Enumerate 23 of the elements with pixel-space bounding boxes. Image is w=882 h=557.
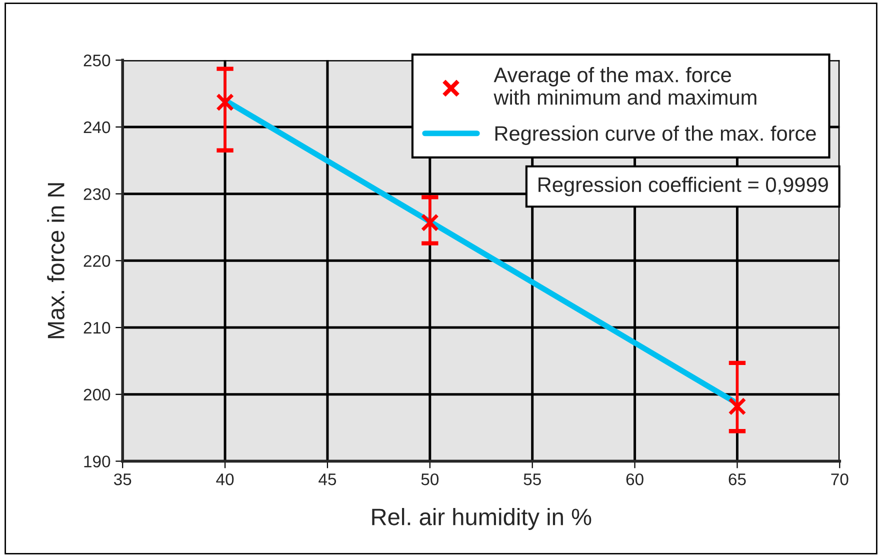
x-tick-label: 45: [318, 474, 336, 486]
x-tick-label: 35: [114, 473, 132, 486]
point: [216, 93, 234, 112]
annotation: Regression coefficient = 0,9999: [538, 176, 828, 196]
x-tick-label: 65: [728, 473, 746, 486]
y-tick-label: 230: [84, 188, 110, 200]
y-tick-label: 250: [84, 54, 110, 66]
x-axis-title: Rel. air humidity in %: [372, 508, 592, 530]
y-tick-label: 240: [84, 121, 110, 134]
legend-label: Regression curve of the max. force: [495, 126, 816, 145]
x-tick-label: 70: [831, 473, 848, 486]
y-tick-label: 200: [84, 388, 110, 401]
y-tick-label: 220: [84, 255, 110, 267]
point: [420, 214, 439, 232]
x-tick-label: 50: [421, 473, 439, 486]
legend-label: Average of the max. force with minimum and maximum: [494, 67, 756, 105]
x-tick-label: 40: [216, 473, 234, 486]
x-tick-label: 60: [626, 473, 644, 486]
x-tick-label: 55: [524, 474, 541, 486]
y-tick-label: 190: [84, 456, 110, 468]
y-tick-label: 210: [84, 322, 110, 334]
point: [728, 397, 746, 416]
y-axis-title: Max. force in N: [47, 183, 64, 338]
